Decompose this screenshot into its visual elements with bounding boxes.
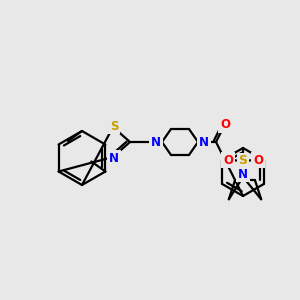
Text: N: N — [109, 152, 119, 164]
Text: N: N — [199, 136, 209, 148]
Text: O: O — [220, 118, 230, 131]
Text: N: N — [151, 136, 161, 148]
Text: S: S — [110, 119, 118, 133]
Text: O: O — [253, 154, 263, 166]
Text: S: S — [238, 154, 247, 167]
Text: O: O — [223, 154, 233, 166]
Text: N: N — [238, 167, 248, 181]
